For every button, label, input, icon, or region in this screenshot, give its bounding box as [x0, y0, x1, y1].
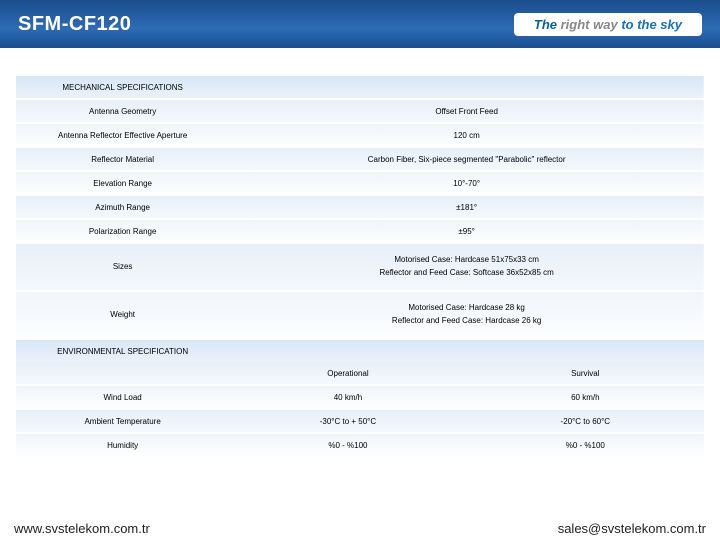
spec-value: Offset Front Feed	[229, 100, 704, 122]
spec-value: Motorised Case: Hardcase 28 kg Reflector…	[229, 292, 704, 338]
section-environmental: ENVIRONMENTAL SPECIFICATION	[16, 340, 229, 362]
spec-value: %0 - %100	[467, 434, 704, 456]
tagline-part1: The	[534, 17, 557, 32]
footer: www.svstelekom.com.tr sales@svstelekom.c…	[0, 521, 720, 536]
spec-value: ±95°	[229, 220, 704, 242]
footer-email: sales@svstelekom.com.tr	[558, 521, 706, 536]
header-bar: SFM-CF120 The right way to the sky	[0, 0, 720, 48]
tagline-part3: to the sky	[618, 17, 682, 32]
spec-label: Elevation Range	[16, 172, 229, 194]
env-col-survival: Survival	[467, 362, 704, 384]
section-mechanical: MECHANICAL SPECIFICATIONS	[16, 76, 229, 98]
tagline: The right way to the sky	[514, 13, 702, 36]
spec-value: 60 km/h	[467, 386, 704, 408]
spec-label: Humidity	[16, 434, 229, 456]
spec-value: ±181°	[229, 196, 704, 218]
spec-label: Sizes	[16, 244, 229, 290]
spec-label: Weight	[16, 292, 229, 338]
spec-value: 120 cm	[229, 124, 704, 146]
spec-label: Antenna Geometry	[16, 100, 229, 122]
spec-value: %0 - %100	[229, 434, 466, 456]
spec-table-wrap: MECHANICAL SPECIFICATIONS Antenna Geomet…	[0, 48, 720, 456]
spec-value: 10°-70°	[229, 172, 704, 194]
env-col-operational: Operational	[229, 362, 466, 384]
spec-value: 40 km/h	[229, 386, 466, 408]
product-title: SFM-CF120	[18, 13, 131, 36]
tagline-part2: right way	[557, 17, 618, 32]
spec-label: Antenna Reflector Effective Aperture	[16, 124, 229, 146]
spec-label: Azimuth Range	[16, 196, 229, 218]
spec-value: Motorised Case: Hardcase 51x75x33 cm Ref…	[229, 244, 704, 290]
footer-website: www.svstelekom.com.tr	[14, 521, 150, 536]
spec-value: -20°C to 60°C	[467, 410, 704, 432]
spec-value: -30°C to + 50°C	[229, 410, 466, 432]
spec-label: Wind Load	[16, 386, 229, 408]
spec-label: Reflector Material	[16, 148, 229, 170]
spec-table: MECHANICAL SPECIFICATIONS Antenna Geomet…	[16, 76, 704, 456]
spec-value: Carbon Fiber, Six-piece segmented "Parab…	[229, 148, 704, 170]
spec-label: Ambient Temperature	[16, 410, 229, 432]
spec-label: Polarization Range	[16, 220, 229, 242]
